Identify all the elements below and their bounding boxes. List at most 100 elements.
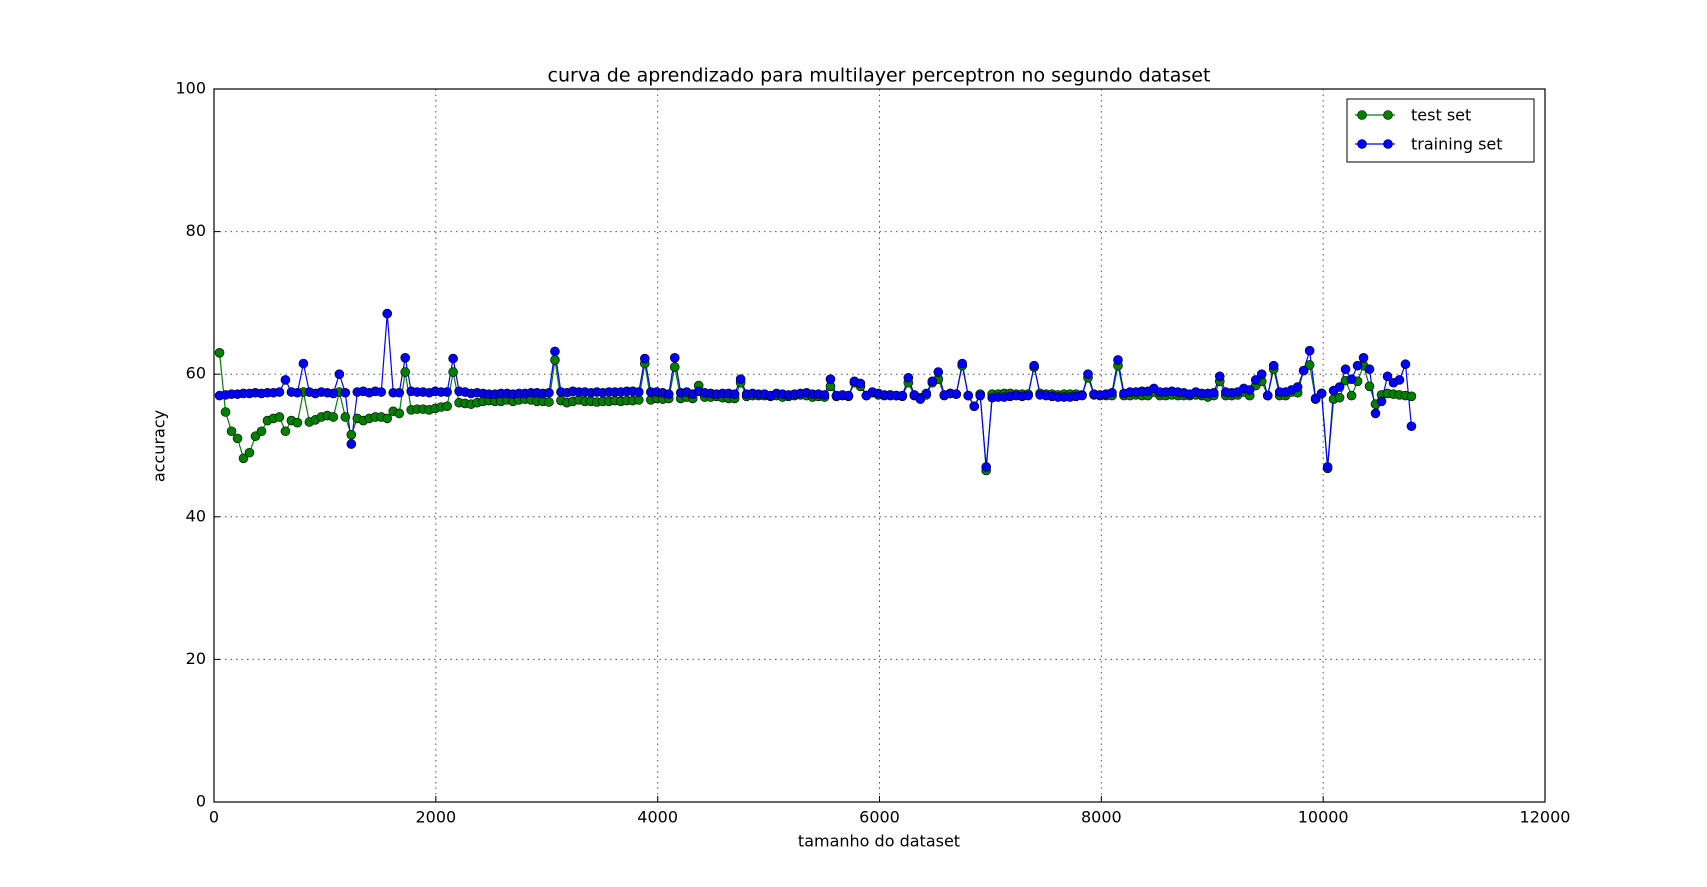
data-point — [1250, 375, 1261, 385]
y-tick-label: 0 — [196, 792, 206, 811]
data-point — [927, 376, 938, 387]
data-point — [232, 433, 243, 444]
data-point — [1334, 382, 1345, 392]
data-point — [256, 426, 267, 437]
data-point — [1107, 387, 1117, 398]
legend-marker — [1383, 110, 1393, 120]
data-point — [663, 389, 674, 399]
data-point — [340, 387, 351, 398]
data-point — [963, 390, 974, 401]
axes-frame — [213, 88, 1546, 803]
data-point — [1262, 390, 1273, 401]
data-point — [640, 353, 650, 364]
data-point — [669, 353, 680, 363]
data-point — [226, 426, 237, 437]
data-point — [280, 375, 291, 385]
data-point — [1113, 355, 1123, 365]
data-point — [328, 388, 339, 399]
legend-marker — [1357, 110, 1367, 120]
data-point — [1400, 359, 1411, 370]
data-point — [634, 387, 644, 397]
data-point — [1304, 360, 1315, 370]
data-point — [1268, 360, 1279, 371]
data-point — [244, 447, 255, 458]
data-point — [735, 374, 746, 384]
data-point — [843, 390, 854, 401]
legend-label: training set — [1411, 135, 1503, 154]
data-point — [1023, 390, 1033, 401]
data-point — [1292, 382, 1303, 392]
data-point — [448, 353, 458, 364]
y-tick-label: 100 — [175, 79, 206, 98]
legend-label: test set — [1411, 106, 1471, 125]
data-point — [1334, 392, 1345, 403]
data-point — [298, 358, 309, 369]
data-point — [1340, 364, 1351, 375]
data-point — [292, 417, 303, 428]
legend-marker — [1357, 139, 1367, 149]
x-tick-label: 2000 — [415, 808, 456, 827]
data-point — [400, 367, 411, 377]
data-point — [825, 374, 836, 384]
data-point — [1029, 360, 1039, 371]
x-tick-label: 4000 — [637, 808, 678, 827]
data-point — [1209, 387, 1219, 398]
data-point — [394, 387, 405, 398]
data-point — [400, 353, 411, 363]
data-point — [1364, 364, 1375, 375]
data-point — [292, 387, 303, 398]
data-point — [382, 413, 393, 424]
plot-area: 0 20 40 60 80 100 0 2000 4000 6000 8000 10000 12000 — [175, 79, 1570, 827]
data-point — [394, 408, 405, 419]
data-point — [951, 389, 962, 399]
data-point — [346, 439, 357, 449]
x-tick-label: 8000 — [1081, 808, 1122, 827]
data-point — [274, 387, 285, 397]
x-tick-label: 0 — [209, 808, 219, 827]
x-axis-label: tamanho do dataset — [798, 832, 960, 851]
legend-marker — [1383, 139, 1393, 149]
data-point — [550, 355, 560, 365]
data-point — [340, 412, 351, 422]
data-point — [1406, 421, 1417, 432]
x-tick-label: 6000 — [859, 808, 900, 827]
data-point — [915, 394, 926, 404]
data-point — [442, 401, 452, 412]
data-point — [382, 308, 393, 319]
data-point — [1358, 353, 1369, 363]
data-point — [1214, 371, 1225, 382]
data-point — [550, 346, 560, 357]
data-point — [957, 358, 968, 369]
y-tick-label: 20 — [186, 649, 206, 668]
data-point — [1346, 374, 1357, 384]
data-point — [669, 362, 680, 372]
data-point — [1298, 365, 1309, 376]
data-point — [544, 397, 554, 407]
data-point — [544, 387, 554, 398]
legend-box — [1346, 98, 1535, 163]
data-point — [334, 369, 345, 380]
data-point — [903, 372, 914, 383]
data-point — [1256, 369, 1267, 380]
data-point — [1370, 408, 1381, 419]
data-point — [933, 367, 944, 377]
data-point — [1346, 390, 1357, 401]
data-point — [1352, 360, 1363, 371]
data-point — [442, 387, 452, 397]
data-point — [274, 412, 285, 422]
chart-title: curva de aprendizado para multilayer per… — [548, 65, 1211, 87]
data-point — [448, 367, 458, 377]
data-point — [214, 348, 225, 358]
data-point — [328, 412, 339, 422]
data-point — [280, 426, 291, 437]
data-point — [238, 453, 249, 464]
y-tick-label: 40 — [186, 506, 206, 525]
data-point — [1376, 396, 1387, 407]
data-point — [1077, 390, 1087, 401]
y-axis-label: accuracy — [150, 410, 169, 482]
x-tick-label: 12000 — [1520, 808, 1571, 827]
data-point — [1394, 375, 1405, 385]
legend: test set training set — [1346, 98, 1535, 163]
data-point — [981, 462, 992, 472]
